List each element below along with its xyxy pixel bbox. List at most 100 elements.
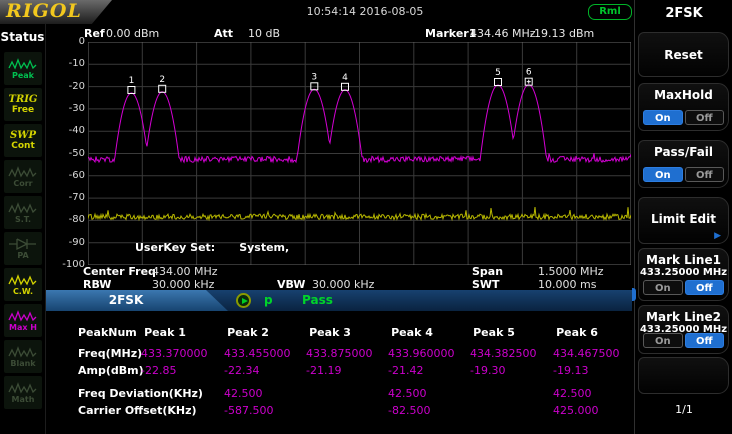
table-cell-r0-c5: Peak 5 — [473, 326, 515, 339]
datetime-display: 10:54:14 2016-08-05 — [306, 5, 424, 18]
menu-page-indicator: 1/1 — [675, 403, 693, 416]
status-item-blank: Blank — [4, 340, 42, 373]
table-cell-r2-c6: -19.13 — [553, 364, 589, 377]
table-row-label-1: Freq(MHz) — [78, 347, 143, 360]
ref-label: Ref — [84, 27, 105, 40]
y-tick--60: -60 — [68, 169, 85, 181]
vbw-value: 30.000 kHz — [312, 278, 375, 291]
passfail-label: Pass/Fail — [653, 145, 714, 159]
mark-line2-off-toggle[interactable]: Off — [684, 333, 724, 348]
peak-marker-6: 6 — [524, 68, 533, 86]
status-pa-label: PA — [17, 251, 29, 260]
status-item-math: Math — [4, 376, 42, 409]
table-cell-r2-c5: -19.30 — [470, 364, 506, 377]
y-tick--80: -80 — [68, 214, 85, 226]
status-blank-label: Blank — [10, 359, 36, 368]
maxhold-on-toggle[interactable]: On — [643, 110, 683, 125]
svg-text:3: 3 — [311, 72, 317, 82]
table-cell-r2-c1: -22.85 — [141, 364, 177, 377]
marker-amp: -19.13 dBm — [530, 27, 595, 40]
table-cell-r1-c4: 433.960000 — [388, 347, 455, 360]
tab-2fsk[interactable]: 2FSK — [46, 290, 228, 311]
table-cell-r1-c3: 433.875000 — [306, 347, 373, 360]
svg-text:6: 6 — [526, 68, 532, 78]
swt-label: SWT — [472, 278, 500, 291]
svg-text:5: 5 — [495, 68, 501, 78]
status-trig-state: Free — [11, 104, 35, 115]
mark-line1-button[interactable]: Mark Line1 433.25000 MHz On Off — [638, 248, 729, 301]
peak-marker-2: 2 — [158, 75, 167, 93]
status-header: Status — [0, 30, 45, 44]
marker-label: Marker1 — [425, 27, 477, 40]
menu-scroll-indicator — [632, 288, 636, 301]
y-tick--40: -40 — [68, 125, 85, 137]
status-item-trig: TRIG Free — [4, 88, 42, 121]
max-hold-trace — [88, 84, 631, 164]
status-swp-state: Cont — [11, 140, 35, 151]
mark-line1-off-toggle[interactable]: Off — [684, 280, 724, 295]
cw-wave-icon — [8, 274, 37, 286]
reset-button[interactable]: Reset — [638, 32, 729, 77]
limit-edit-button[interactable]: Limit Edit ▶ — [638, 197, 729, 244]
userkey-value: System, — [239, 241, 290, 254]
status-item-peak: Peak — [4, 52, 42, 85]
span-value: 1.5000 MHz — [538, 265, 604, 278]
table-cell-r0-c6: Peak 6 — [556, 326, 598, 339]
limit-edit-label: Limit Edit — [651, 212, 716, 226]
pa-diode-icon — [9, 238, 36, 251]
passfail-button[interactable]: Pass/Fail On Off — [638, 140, 729, 188]
status-swp-mode: SWP — [10, 129, 36, 141]
table-cell-r1-c6: 434.467500 — [553, 347, 620, 360]
rigol-logo: RIGOL — [6, 0, 82, 22]
mark-line1-on-toggle[interactable]: On — [643, 280, 683, 295]
ref-value: 0.00 dBm — [106, 27, 160, 40]
status-item-pa: PA — [4, 232, 42, 265]
y-tick--100: -100 — [62, 259, 85, 270]
logo-background — [0, 0, 112, 24]
mark-line2-on-toggle[interactable]: On — [643, 333, 683, 348]
svg-text:4: 4 — [342, 73, 348, 83]
status-st-label: S.T. — [14, 215, 32, 224]
spectrum-plot: 1 2 3 4 5 6 — [88, 42, 631, 265]
status-cw-label: C.W. — [12, 287, 34, 296]
blank-key-button — [638, 357, 729, 394]
maxhold-label: MaxHold — [654, 88, 713, 102]
mark-line2-button[interactable]: Mark Line2 433.25000 MHz On Off — [638, 305, 729, 354]
y-tick--70: -70 — [68, 192, 85, 204]
status-item-corr: Corr — [4, 160, 42, 193]
reset-label: Reset — [664, 48, 703, 62]
userkey-message: UserKey Set: System, — [135, 241, 289, 254]
maxhold-off-toggle[interactable]: Off — [684, 110, 724, 125]
table-cell-r2-c3: -21.19 — [306, 364, 342, 377]
y-tick--30: -30 — [68, 102, 85, 114]
y-tick-0: 0 — [78, 36, 85, 47]
blank-wave-icon — [8, 346, 37, 358]
titlebar: RIGOL 10:54:14 2016-08-05 Rml — [0, 0, 732, 24]
att-label: Att — [214, 27, 234, 40]
function-tab-bar: 2FSK p Pass — [46, 290, 632, 311]
y-tick--20: -20 — [68, 80, 85, 92]
table-cell-r2-c4: -21.42 — [388, 364, 424, 377]
status-item-maxh: Max H — [4, 304, 42, 337]
peak-marker-4: 4 — [341, 73, 349, 91]
status-peak-label: Peak — [11, 71, 34, 80]
passfail-off-toggle[interactable]: Off — [684, 167, 724, 182]
menu-title: 2FSK — [665, 6, 703, 21]
table-row-label-3: Freq Deviation(KHz) — [78, 387, 203, 400]
rbw-label: RBW — [83, 278, 112, 291]
table-cell-r0-c1: Peak 1 — [144, 326, 186, 339]
passfail-on-toggle[interactable]: On — [643, 167, 683, 182]
table-cell-r4-c6: 425.000 — [553, 404, 599, 417]
marker-freq: 434.46 MHz — [470, 27, 536, 40]
menu-panel: 2FSK Reset MaxHold On Off Pass/Fail On Off Limi… — [634, 0, 732, 434]
math-wave-icon — [8, 382, 37, 394]
tab-2fsk-label: 2FSK — [108, 293, 144, 307]
att-value: 10 dB — [248, 27, 281, 40]
vbw-label: VBW — [277, 278, 306, 291]
corr-wave-icon — [8, 166, 37, 178]
userkey-label: UserKey Set: — [135, 241, 216, 254]
maxhold-button[interactable]: MaxHold On Off — [638, 83, 729, 131]
table-cell-r3-c4: 42.500 — [388, 387, 427, 400]
st-wave-icon — [8, 202, 37, 214]
